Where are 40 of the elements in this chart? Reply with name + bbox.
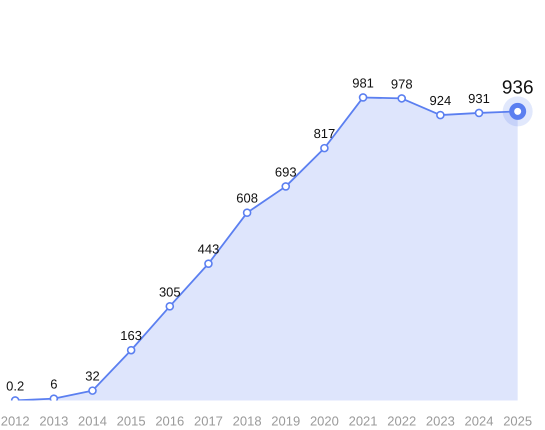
x-tick-label: 2017: [194, 414, 223, 428]
point: [320, 144, 329, 152]
data-label: 163: [120, 328, 142, 344]
x-tick-label: 2019: [271, 414, 300, 428]
data-label: 978: [390, 76, 413, 92]
point: [88, 386, 97, 395]
point: [474, 108, 484, 118]
point: [126, 346, 136, 354]
x-tick-label: 2020: [310, 414, 339, 428]
x-tick-label: 2023: [426, 414, 455, 428]
x-tick-label: 2014: [78, 414, 107, 428]
x-tick-label: 2025: [503, 414, 532, 428]
point: [204, 259, 213, 268]
data-label: 924: [430, 93, 452, 108]
point: [436, 110, 445, 120]
data-label: 817: [314, 126, 336, 142]
x-tick-label: 2021: [348, 414, 378, 428]
x-tick-label: 2012: [0, 414, 30, 428]
point: [50, 394, 58, 400]
point: [281, 182, 290, 191]
x-tick-label: 2018: [232, 414, 262, 428]
point: [397, 94, 406, 103]
data-label: 6: [50, 376, 58, 392]
data-label: 608: [236, 190, 258, 206]
x-tick-label: 2013: [39, 414, 68, 428]
data-label: 32: [85, 368, 100, 384]
point: [166, 302, 174, 311]
data-label: 936: [502, 77, 534, 98]
x-tick-label: 2024: [464, 414, 494, 428]
data-label: 931: [468, 90, 490, 106]
data-label: 305: [158, 284, 181, 300]
data-label: 443: [198, 242, 220, 257]
x-tick-label: 2022: [387, 414, 416, 428]
point: [242, 208, 252, 217]
x-tick-label: 2016: [155, 414, 184, 428]
data-label: 693: [274, 164, 297, 180]
data-label: 0.2: [6, 378, 24, 394]
point: [358, 93, 368, 102]
data-label: 981: [352, 75, 374, 90]
x-tick-label: 2015: [116, 414, 146, 428]
